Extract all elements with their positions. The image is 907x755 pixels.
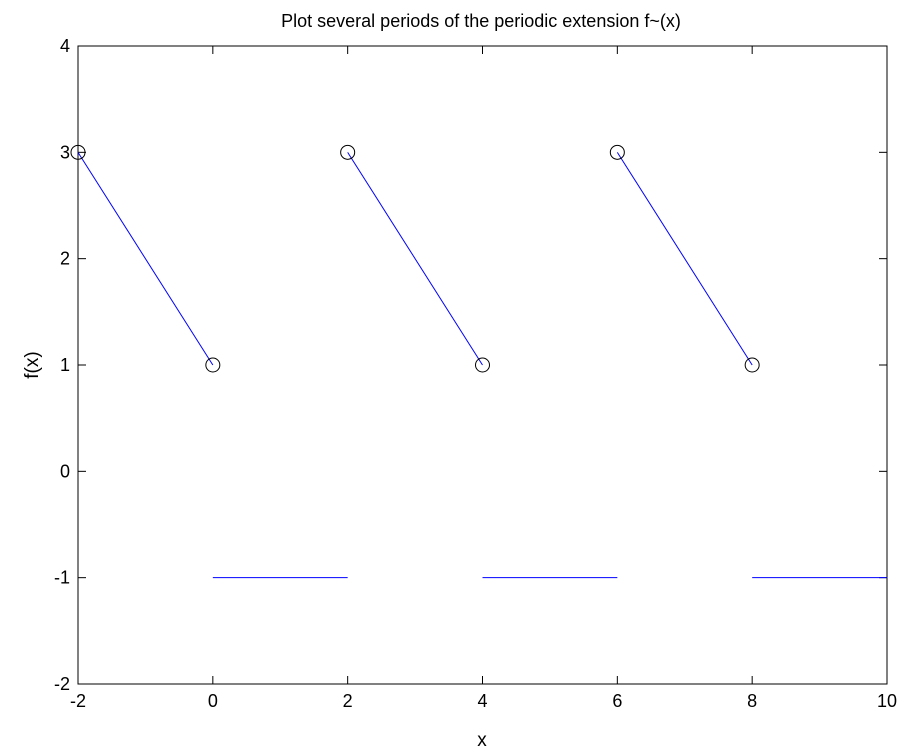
data-point-marker-5 [744,357,760,373]
x-tick-label: -2 [70,691,86,711]
data-point-marker-0 [70,144,86,160]
y-tick-label: 0 [60,461,70,481]
series-layer [77,152,887,579]
data-point-marker-2 [340,144,356,160]
series-segment-0 [77,152,214,366]
y-tick-label: 4 [60,36,70,56]
markers-layer [70,144,760,373]
y-tick-label: 3 [60,142,70,162]
x-tick-label: 4 [477,691,487,711]
y-tick-label: -1 [54,568,70,588]
x-tick-label: 8 [747,691,757,711]
x-axis-label: x [477,730,487,751]
ticks-layer [77,45,888,685]
series-segment-2 [347,152,483,366]
x-tick-label: 10 [877,691,897,711]
x-tick-label: 2 [343,691,353,711]
chart-title: Plot several periods of the periodic ext… [281,11,681,31]
x-tick-label: 6 [612,691,622,711]
series-segment-4 [616,152,753,366]
y-tick-label: -2 [54,674,70,694]
y-tick-label: 1 [60,355,70,375]
tick-labels-layer: -2 0 2 4 6 8 10 -2 -1 0 1 2 3 4 [54,36,897,711]
data-point-marker-1 [205,357,221,373]
y-tick-label: 2 [60,249,70,269]
y-axis-label: f(x) [22,351,43,378]
data-point-marker-3 [475,357,490,373]
data-point-marker-4 [609,144,625,160]
x-tick-label: 0 [208,691,218,711]
